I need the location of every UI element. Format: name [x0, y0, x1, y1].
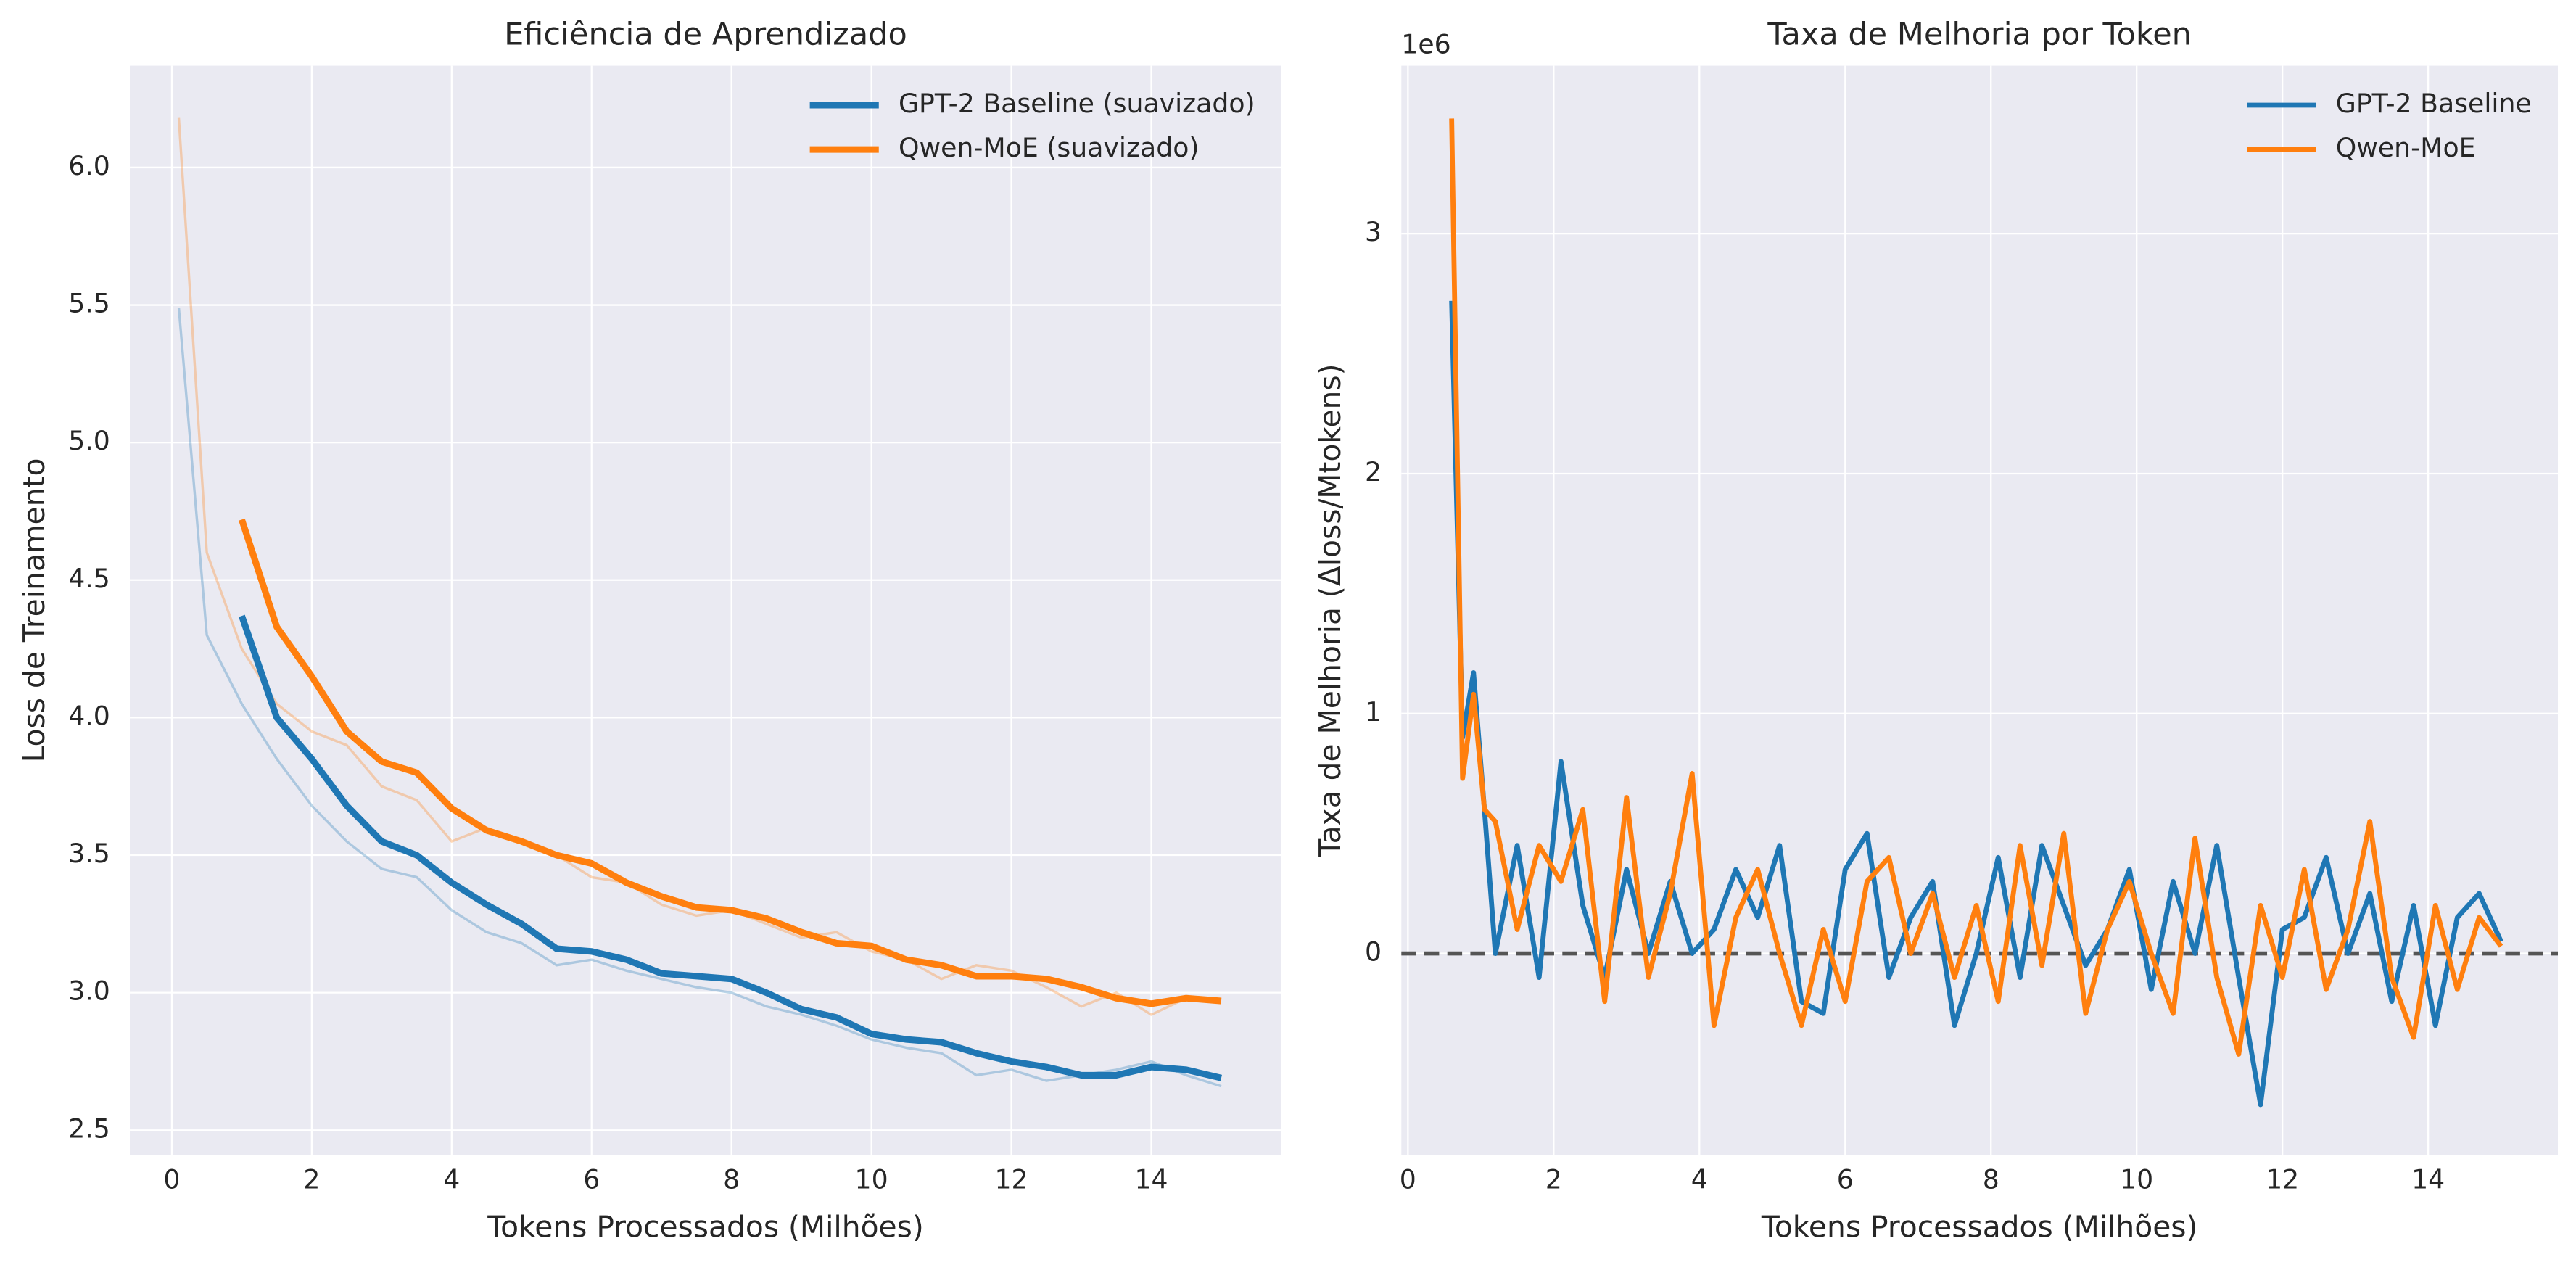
chart-title: Taxa de Melhoria por Token [1767, 16, 2192, 52]
x-tick-label: 10 [855, 1164, 888, 1195]
data-line [177, 308, 1222, 1088]
x-tick-label: 6 [1837, 1164, 1854, 1195]
data-line [177, 117, 1222, 1016]
data-line [1449, 118, 2503, 1057]
data-line [239, 518, 1222, 1007]
data-line [1449, 300, 2503, 1108]
y-tick-label: 4.5 [68, 563, 110, 594]
offset-text: 1e6 [1401, 28, 1450, 59]
chart-title: Eficiência de Aprendizado [504, 16, 907, 52]
y-tick-label: 3.0 [68, 976, 110, 1007]
y-tick-label: 3 [1365, 216, 1382, 247]
x-tick-label: 12 [2266, 1164, 2299, 1195]
legend-label: GPT-2 Baseline [2336, 88, 2532, 119]
x-tick-label: 8 [723, 1164, 740, 1195]
x-tick-label: 12 [995, 1164, 1028, 1195]
y-tick-label: 3.5 [68, 838, 110, 869]
legend-label: Qwen-MoE (suavizado) [899, 132, 1200, 163]
legend-label: Qwen-MoE [2336, 132, 2476, 163]
data-line [239, 614, 1223, 1081]
y-tick-label: 5.0 [68, 425, 110, 456]
x-tick-label: 2 [1545, 1164, 1562, 1195]
y-axis-label: Loss de Treinamento [17, 458, 51, 763]
plot-background [130, 65, 1281, 1155]
y-axis-label: Taxa de Melhoria (Δloss/Mtokens) [1313, 363, 1347, 857]
x-tick-label: 0 [1400, 1164, 1416, 1195]
x-tick-label: 10 [2120, 1164, 2153, 1195]
y-tick-label: 1 [1365, 696, 1382, 727]
x-tick-label: 6 [583, 1164, 600, 1195]
y-tick-label: 4.0 [68, 700, 110, 731]
plot-background [1401, 65, 2558, 1155]
x-axis-label: Tokens Processados (Milhões) [1761, 1209, 2198, 1244]
y-tick-label: 0 [1365, 936, 1382, 968]
x-tick-label: 14 [2411, 1164, 2445, 1195]
x-tick-label: 8 [1983, 1164, 1999, 1195]
x-axis-label: Tokens Processados (Milhões) [487, 1209, 924, 1244]
x-tick-label: 0 [163, 1164, 180, 1195]
y-tick-label: 6.0 [68, 150, 110, 181]
x-tick-label: 4 [443, 1164, 460, 1195]
legend-label: GPT-2 Baseline (suavizado) [899, 88, 1255, 119]
x-tick-label: 4 [1691, 1164, 1708, 1195]
y-tick-label: 2.5 [68, 1113, 110, 1144]
y-tick-label: 2 [1365, 456, 1382, 487]
x-tick-label: 2 [303, 1164, 320, 1195]
x-tick-label: 14 [1134, 1164, 1168, 1195]
y-tick-label: 5.5 [68, 288, 110, 319]
